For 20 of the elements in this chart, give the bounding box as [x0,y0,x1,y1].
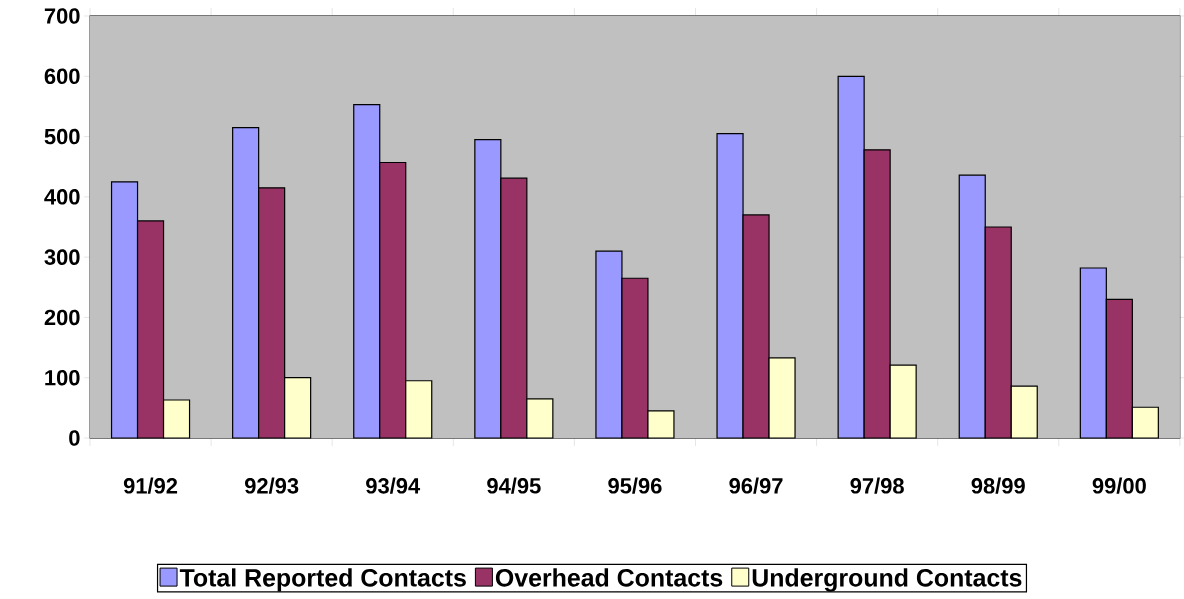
legend-label: Total Reported Contacts [179,568,466,592]
x-tick-label: 97/98 [850,477,904,494]
y-tick-label: 500 [44,128,80,145]
y-tick-label: 300 [44,249,80,265]
y-tick-label: 200 [44,309,80,326]
y-tick-label: 0 [69,430,80,446]
x-tick-label: 98/99 [971,477,1025,494]
x-tick-label: 95/96 [608,477,662,494]
x-tick-label: 94/95 [487,477,541,494]
y-tick-label: 600 [44,68,80,85]
x-tick-label: 99/00 [1092,477,1146,494]
y-tick-label: 400 [44,189,80,205]
y-tick-label: 100 [45,369,80,386]
x-tick-label: 92/93 [244,477,299,494]
x-tick-label: 91/92 [123,477,178,494]
x-tick-label: 96/97 [729,477,783,494]
y-tick-label: 700 [44,8,80,24]
legend-label: Underground Contacts [752,568,1022,592]
x-tick-label: 93/94 [366,477,421,494]
legend-label: Overhead Contacts [495,568,723,587]
